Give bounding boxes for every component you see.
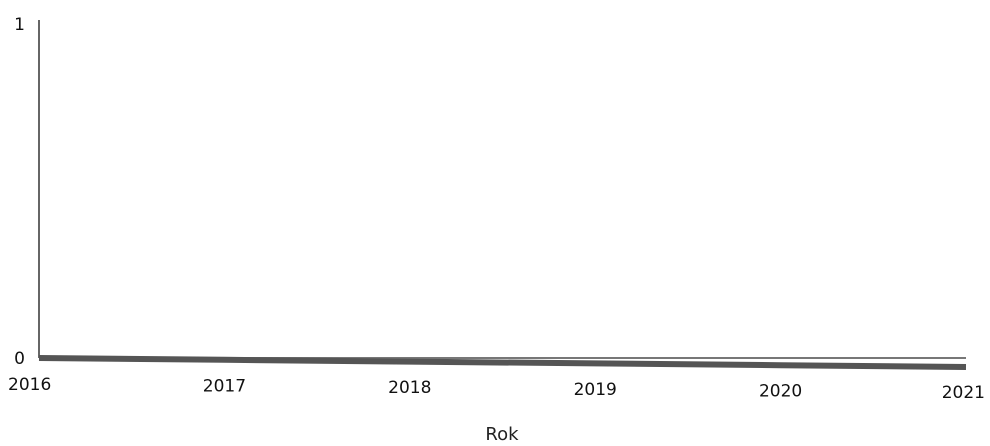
x-tick-label: 2021 xyxy=(942,383,985,403)
plot-area xyxy=(38,20,966,359)
x-tick-label: 2017 xyxy=(203,377,246,397)
x-tick-label: 2016 xyxy=(8,375,51,395)
x-tick-labels: 2016 2017 2018 2019 2020 2021 xyxy=(8,375,985,403)
series-line xyxy=(38,355,967,370)
y-tick-label: 0 xyxy=(14,349,25,369)
x-tick-label: 2019 xyxy=(574,380,617,400)
x-axis-title: Rok xyxy=(485,424,519,445)
series-layer xyxy=(38,355,967,370)
y-tick-label: 1 xyxy=(14,15,25,35)
x-tick-label: 2020 xyxy=(759,381,802,401)
y-tick-labels: 01 xyxy=(14,15,25,369)
x-tick-label: 2018 xyxy=(388,378,431,398)
